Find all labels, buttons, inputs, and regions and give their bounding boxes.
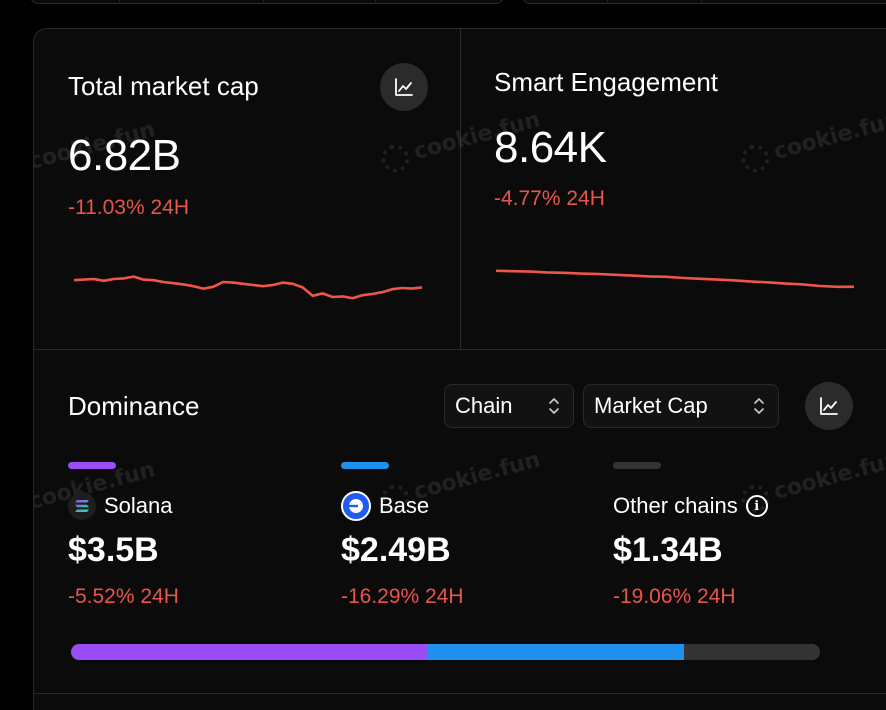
other-chains-name: Other chains [613,493,738,518]
tab-divider [119,0,120,2]
cookie-icon [378,141,413,176]
solana-label: Solana [68,491,173,521]
top-tabs-right [522,0,886,4]
base-label: Base [341,491,429,521]
dominance-stacked-bar [71,644,820,660]
engagement-title: Smart Engagement [494,67,719,97]
chain-select[interactable]: Chain [444,384,574,428]
market-cap-title: Total market cap [68,71,259,101]
chevron-updown-icon [547,396,561,416]
watermark-text: cookie.fun [411,447,543,505]
info-icon[interactable]: i [745,495,768,517]
solana-value: $3.5B [68,531,159,569]
engagement-change: -4.77% 24H [494,187,605,210]
panel-divider-bottom [34,693,886,694]
cookie-icon [738,141,773,176]
solana-name: Solana [104,493,173,518]
tab-divider [701,0,702,2]
base-name: Base [379,493,430,518]
other-legend-bar [613,462,661,469]
chart-line-icon [395,78,413,96]
engagement-value: 8.64K [494,123,607,172]
engagement-sparkline [495,269,854,289]
market-cap-value: 6.82B [68,131,181,180]
stats-card: cookie.fun cookie.fun cookie.fun cookie.… [33,28,886,710]
metric-select[interactable]: Market Cap [583,384,779,428]
tab-divider [375,0,376,2]
watermark-text: cookie.fun [771,107,886,165]
chart-line-icon [820,397,838,415]
other-chains-change: -19.06% 24H [613,585,736,608]
base-value: $2.49B [341,531,451,569]
chevron-updown-icon [752,396,766,416]
dominance-segment-base [427,644,684,660]
base-icon [341,491,371,521]
top-tabs-left [30,0,504,4]
other-chains-value: $1.34B [613,531,723,569]
engagement-sparkline-line [495,269,854,289]
tab-divider [607,0,608,2]
base-legend-bar [341,462,389,469]
market-cap-sparkline [73,275,423,300]
solana-icon [68,492,96,520]
dominance-segment-solana [71,644,428,660]
solana-legend-bar [68,462,116,469]
watermark: cookie.fun [738,106,886,176]
metric-select-value: Market Cap [594,393,708,418]
dominance-chart-button[interactable] [805,382,853,430]
market-cap-chart-button[interactable] [380,63,428,111]
market-cap-sparkline-line [73,275,423,300]
market-cap-change: -11.03% 24H [68,196,190,219]
watermark-text: cookie.fun [771,447,886,505]
dominance-title: Dominance [68,391,200,421]
tab-divider [263,0,264,2]
other-chains-label: Other chains i [613,491,768,521]
dominance-segment-other-chains [683,644,820,660]
panel-divider-vertical [460,29,461,349]
panel-divider-horizontal [34,349,886,350]
chain-select-value: Chain [455,393,513,418]
base-change: -16.29% 24H [341,585,464,608]
solana-change: -5.52% 24H [68,585,179,608]
